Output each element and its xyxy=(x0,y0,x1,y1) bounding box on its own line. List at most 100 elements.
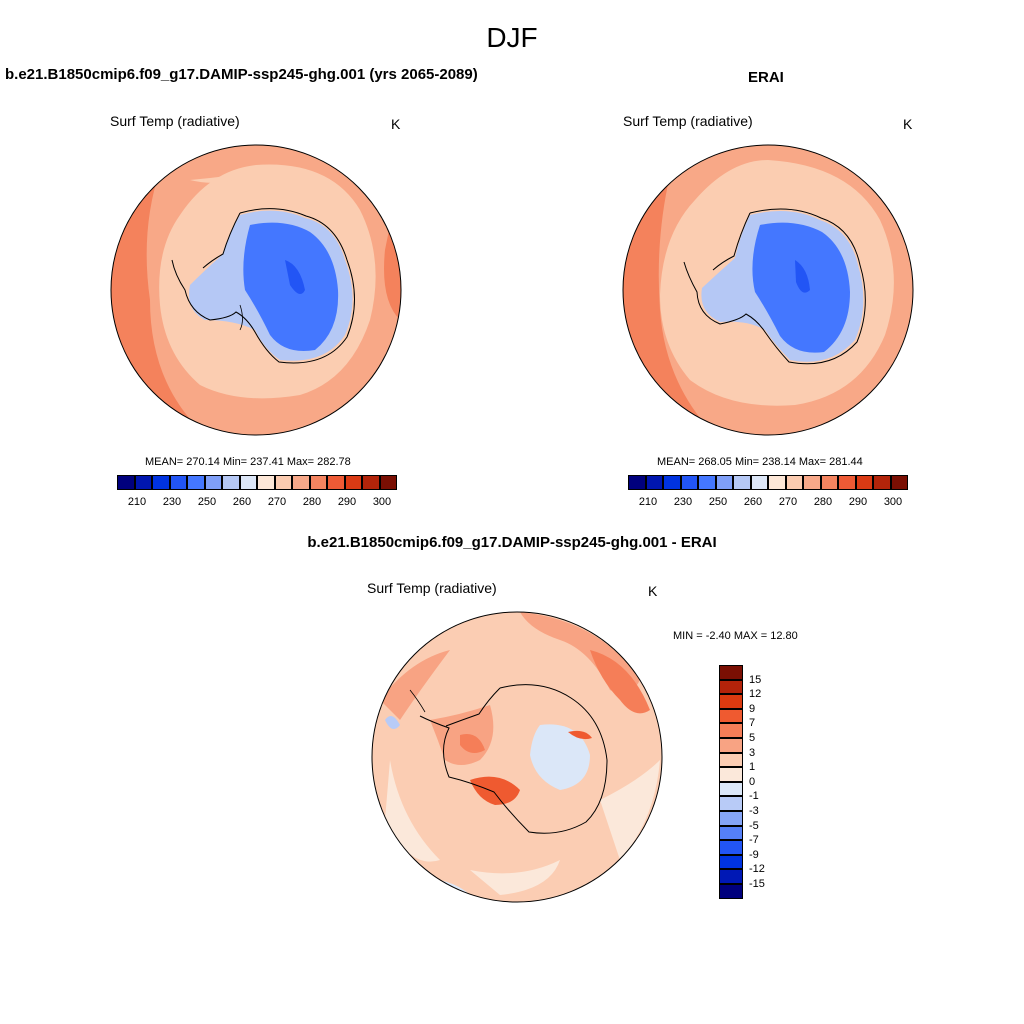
obs-colorbar-box xyxy=(680,475,698,490)
model-colorbar-box xyxy=(204,475,222,490)
model-colorbar: 210 230 250 260 270 280 290 300 xyxy=(117,475,397,515)
obs-colorbar-box xyxy=(855,475,873,490)
obs-colorbar-tick: 250 xyxy=(708,496,728,508)
model-colorbar-box xyxy=(309,475,327,490)
obs-colorbar: 210 230 250 260 270 280 290 300 xyxy=(628,475,908,515)
obs-colorbar-box xyxy=(663,475,681,490)
model-colorbar-box xyxy=(134,475,152,490)
model-colorbar-box xyxy=(239,475,257,490)
diff-east-antarctic-cooling xyxy=(530,724,590,790)
obs-colorbar-tick: 210 xyxy=(638,496,658,508)
model-panel-title: b.e21.B1850cmip6.f09_g17.DAMIP-ssp245-gh… xyxy=(5,66,478,83)
diff-colorbar-tick: 0 xyxy=(749,775,756,788)
diff-polar-map xyxy=(372,612,662,902)
diff-colorbar-box xyxy=(719,796,743,811)
figure-title: DJF xyxy=(486,22,538,53)
diff-colorbar-tick: 5 xyxy=(749,732,756,744)
diff-colorbar-tick: -9 xyxy=(749,848,759,861)
model-outer-warm-band xyxy=(111,163,200,432)
obs-colorbar-box xyxy=(768,475,786,490)
diff-colorbar-box xyxy=(719,811,743,826)
model-colorbar-box xyxy=(327,475,345,490)
model-variable-label: Surf Temp (radiative) xyxy=(110,113,240,129)
diff-colorbar-box xyxy=(719,738,743,753)
diff-colorbar-box xyxy=(719,825,743,841)
model-colorbar-box xyxy=(152,475,170,490)
model-colorbar-tick: 230 xyxy=(162,496,182,508)
obs-colorbar-box xyxy=(838,475,856,490)
obs-coastline xyxy=(683,208,866,365)
model-colorbar-tick: 250 xyxy=(197,496,217,508)
obs-panel-title: ERAI xyxy=(748,69,784,86)
diff-colorbar-tick: -12 xyxy=(749,863,765,876)
diff-colorbar-box xyxy=(719,665,743,680)
model-colorbar-box xyxy=(257,475,275,490)
obs-colorbar-box xyxy=(785,475,803,490)
obs-colorbar-tick: 270 xyxy=(778,496,798,508)
model-colorbar-box xyxy=(117,475,135,490)
obs-colorbar-box xyxy=(733,475,751,490)
diff-colorbar-box xyxy=(719,869,743,884)
diff-units-label: K xyxy=(648,583,658,599)
diff-colorbar-box xyxy=(719,752,743,768)
diff-colorbar-box xyxy=(719,679,743,695)
diff-colorbar-box xyxy=(719,723,743,738)
obs-colorbar-tick: 230 xyxy=(673,496,693,508)
diff-colorbar-box xyxy=(719,884,743,899)
obs-colorbar-box xyxy=(803,475,821,490)
obs-colorbar-box xyxy=(820,475,838,490)
model-colorbar-tick: 300 xyxy=(372,496,392,508)
diff-coastline xyxy=(419,684,608,834)
model-colorbar-tick: 260 xyxy=(232,496,252,508)
obs-colorbar-tick: 300 xyxy=(883,496,903,508)
obs-colorbar-box xyxy=(698,475,716,490)
diff-colorbar-tick: -5 xyxy=(749,819,759,832)
model-colorbar-tick: 210 xyxy=(127,496,147,508)
diff-colorbar-tick: 15 xyxy=(749,673,762,686)
model-colorbar-box xyxy=(292,475,310,490)
diff-colorbar-box xyxy=(719,854,743,870)
diff-colorbar-box xyxy=(719,708,743,724)
diff-variable-label: Surf Temp (radiative) xyxy=(367,580,497,596)
model-stats: MEAN= 270.14 Min= 237.41 Max= 282.78 xyxy=(145,456,351,468)
diff-colorbar-box xyxy=(719,840,743,855)
model-colorbar-box xyxy=(379,475,397,490)
obs-colorbar-box xyxy=(890,475,908,490)
model-colorbar-tick: 280 xyxy=(302,496,322,508)
obs-stats: MEAN= 268.05 Min= 238.14 Max= 281.44 xyxy=(657,456,863,468)
model-colorbar-box xyxy=(274,475,292,490)
model-coastline xyxy=(171,208,355,364)
diff-stats: MIN = -2.40 MAX = 12.80 xyxy=(673,630,798,642)
diff-colorbar-tick: 7 xyxy=(749,717,756,730)
obs-variable-label: Surf Temp (radiative) xyxy=(623,113,753,129)
obs-colorbar-box xyxy=(715,475,733,490)
obs-colorbar-box xyxy=(750,475,768,490)
obs-colorbar-tick: 260 xyxy=(743,496,763,508)
diff-colorbar-tick: 1 xyxy=(749,761,756,774)
diff-colorbar-tick: 9 xyxy=(749,702,756,715)
model-polar-map xyxy=(111,145,401,435)
model-colorbar-tick: 290 xyxy=(337,496,357,508)
obs-colorbar-tick: 290 xyxy=(848,496,868,508)
diff-colorbar-tick: -15 xyxy=(749,878,765,890)
model-units-label: K xyxy=(391,116,401,132)
diff-colorbar-tick: 3 xyxy=(749,746,756,759)
diff-colorbar-box xyxy=(719,767,743,782)
diff-colorbar-tick: -1 xyxy=(749,790,759,803)
obs-colorbar-box xyxy=(645,475,663,490)
diff-colorbar-tick: -3 xyxy=(749,805,759,817)
obs-colorbar-tick: 280 xyxy=(813,496,833,508)
model-colorbar-box xyxy=(362,475,380,490)
diff-colorbar-tick: -7 xyxy=(749,834,759,847)
model-colorbar-box xyxy=(344,475,362,490)
obs-units-label: K xyxy=(903,116,913,132)
obs-colorbar-box xyxy=(628,475,646,490)
diff-colorbar-box xyxy=(719,781,743,797)
model-colorbar-tick: 270 xyxy=(267,496,287,508)
diff-colorbar-box xyxy=(719,694,743,709)
diff-colorbar-tick: 12 xyxy=(749,688,762,701)
obs-polar-map xyxy=(623,145,913,435)
model-colorbar-box xyxy=(169,475,187,490)
model-colorbar-box xyxy=(187,475,205,490)
